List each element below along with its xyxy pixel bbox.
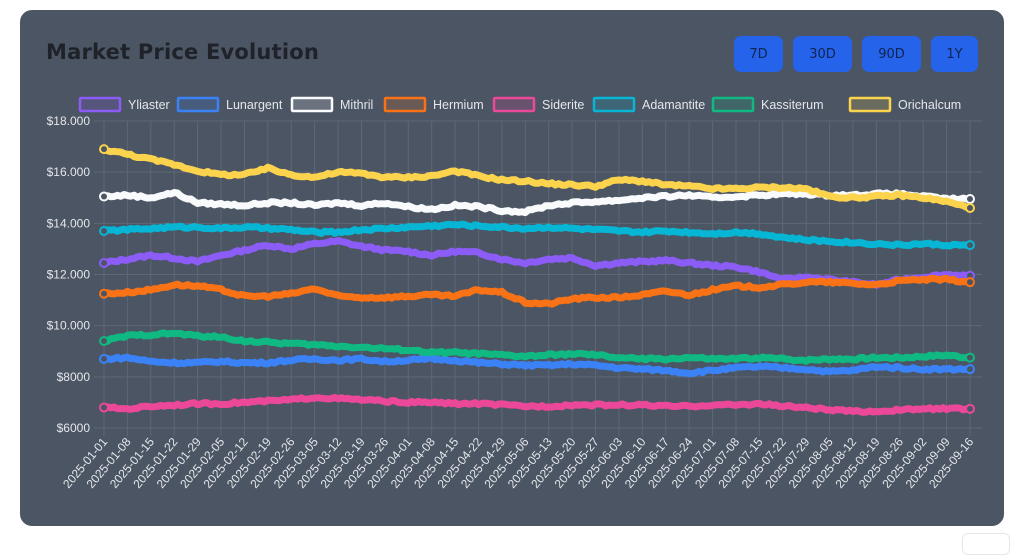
legend-label: Yliaster: [128, 98, 170, 112]
y-tick-label: $6000: [57, 421, 91, 435]
legend-item-adamantite[interactable]: Adamantite: [592, 96, 705, 113]
series-line-kassiterum: [100, 329, 974, 365]
series-line-hermium: [100, 275, 974, 308]
series-line-adamantite: [100, 220, 974, 250]
legend-item-lunargent[interactable]: Lunargent: [176, 96, 283, 113]
legend-item-hermium[interactable]: Hermium: [383, 96, 484, 113]
series-point: [965, 352, 975, 363]
legend-label: Adamantite: [642, 98, 705, 112]
series-point: [99, 144, 109, 155]
range-button-group: 7D 30D 90D 1Y: [734, 36, 978, 72]
y-tick-label: $12.000: [47, 268, 91, 282]
series-point: [99, 257, 109, 268]
page-title: Market Price Evolution: [46, 40, 319, 64]
legend-swatch: [592, 96, 636, 113]
series-point: [965, 364, 975, 375]
y-tick-label: $14.000: [47, 216, 91, 230]
series-point: [99, 353, 109, 364]
legend-swatch: [78, 96, 122, 113]
legend-item-siderite[interactable]: Siderite: [492, 96, 584, 113]
y-tick-label: $16.000: [47, 165, 91, 179]
legend-swatch: [176, 96, 220, 113]
legend-swatch: [848, 96, 892, 113]
legend-item-yliaster[interactable]: Yliaster: [78, 96, 170, 113]
legend-item-mithril[interactable]: Mithril: [290, 96, 373, 113]
series-point: [965, 403, 975, 414]
series-point: [99, 402, 109, 413]
legend-label: Siderite: [542, 98, 584, 112]
legend-swatch: [290, 96, 334, 113]
series-point: [965, 194, 975, 205]
legend-label: Kassiterum: [761, 98, 824, 112]
range-30d-button[interactable]: 30D: [793, 36, 852, 72]
y-axis: $6000 $8000 $10.000 $12.000 $14.000 $16.000 $1…: [47, 114, 91, 435]
legend-swatch: [492, 96, 536, 113]
y-tick-label: $18.000: [47, 114, 91, 128]
series-lines: [99, 144, 975, 416]
y-tick-label: $10.000: [47, 319, 91, 333]
series-point: [99, 336, 109, 347]
x-axis: 2025-01-012025-01-082025-01-152025-01-22…: [60, 435, 976, 491]
chart-card: Market Price Evolution 7D 30D 90D 1Y: [20, 10, 1004, 526]
series-line-lunargent: [100, 353, 974, 378]
legend-label: Hermium: [433, 98, 484, 112]
legend-item-orichalcum[interactable]: Orichalcum: [848, 96, 961, 113]
legend-swatch: [711, 96, 755, 113]
range-7d-button[interactable]: 7D: [734, 36, 783, 72]
legend-label: Orichalcum: [898, 98, 961, 112]
y-tick-label: $8000: [57, 370, 91, 384]
series-point: [965, 277, 975, 288]
legend-label: Mithril: [340, 98, 373, 112]
series-line-orichalcum: [100, 144, 974, 212]
price-line-chart: $6000 $8000 $10.000 $12.000 $14.000 $16.000 $1…: [47, 96, 982, 491]
series-point: [99, 191, 109, 202]
series-point: [965, 202, 975, 213]
series-point: [99, 226, 109, 237]
series-point: [99, 288, 109, 299]
partial-button[interactable]: [962, 533, 1010, 555]
range-90d-button[interactable]: 90D: [862, 36, 921, 72]
legend-swatch: [383, 96, 427, 113]
legend-item-kassiterum[interactable]: Kassiterum: [711, 96, 824, 113]
range-1y-button[interactable]: 1Y: [931, 36, 978, 72]
series-line-yliaster: [100, 237, 974, 289]
series-line-siderite: [100, 393, 974, 416]
legend-label: Lunargent: [226, 98, 283, 112]
series-point: [965, 240, 975, 251]
legend[interactable]: Yliaster Lunargent Mithril Hermium Siderite A…: [78, 96, 961, 113]
